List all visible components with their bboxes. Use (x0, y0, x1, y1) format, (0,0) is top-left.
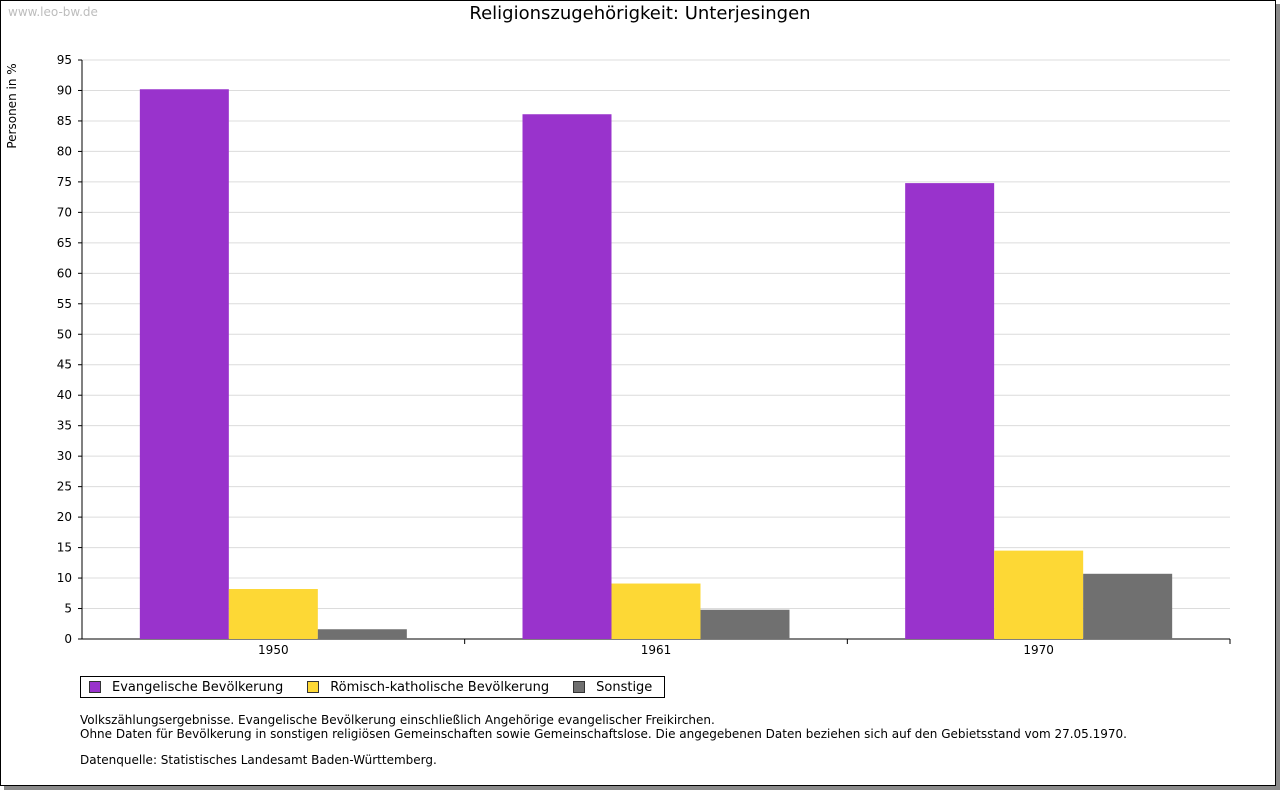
y-tick-label-95: 95 (57, 53, 72, 67)
note-line-2: Ohne Daten für Bevölkerung in sonstigen … (80, 727, 1127, 741)
y-tick-label-0: 0 (64, 632, 72, 646)
y-tick-label-35: 35 (57, 419, 72, 433)
y-tick-label-30: 30 (57, 449, 72, 463)
y-tick-label-85: 85 (57, 114, 72, 128)
bar-evangelische-bev-lkerung-1961 (522, 114, 612, 639)
legend: Evangelische Bevölkerung Römisch-katholi… (80, 676, 666, 698)
note-line-1: Volkszählungsergebnisse. Evangelische Be… (80, 713, 715, 727)
bar-evangelische-bev-lkerung-1970 (905, 183, 995, 639)
legend-item-evangelisch: Evangelische Bevölkerung (89, 680, 283, 695)
y-tick-label-20: 20 (57, 510, 72, 524)
chart-title: Religionszugehörigkeit: Unterjesingen (469, 3, 811, 24)
y-tick-label-10: 10 (57, 571, 72, 585)
bar-chart: 0 5 10 15 20 25 30 35 40 45 50 55 60 65 70 75 80 85 90 95 Pe… (5, 53, 1231, 657)
data-source: Datenquelle: Statistisches Landesamt Bad… (80, 753, 437, 767)
bar-r-misch-katholische-bev-lkerung-1961 (611, 583, 701, 639)
bar-sonstige-1950 (317, 629, 407, 639)
legend-swatch-katholisch (307, 681, 320, 693)
y-tick-label-60: 60 (57, 266, 72, 280)
legend-swatch-evangelisch (89, 681, 101, 693)
y-tick-label-80: 80 (57, 144, 72, 158)
bar-r-misch-katholische-bev-lkerung-1950 (228, 589, 318, 639)
legend-item-sonstige: Sonstige (573, 680, 652, 695)
chart-notes: Volkszählungsergebnisse. Evangelische Be… (80, 713, 1127, 767)
y-tick-label-50: 50 (57, 327, 72, 341)
y-tick-label-55: 55 (57, 297, 72, 311)
bar-evangelische-bev-lkerung-1950 (139, 89, 229, 639)
y-tick-label-65: 65 (57, 236, 72, 250)
legend-item-katholisch: Römisch-katholische Bevölkerung (307, 680, 549, 695)
watermark: www.leo-bw.de (8, 5, 98, 19)
legend-swatch-sonstige (573, 681, 586, 693)
bar-r-misch-katholische-bev-lkerung-1970 (994, 550, 1084, 639)
legend-label-sonstige: Sonstige (596, 679, 653, 695)
bar-sonstige-1961 (700, 609, 790, 639)
y-tick-label-5: 5 (64, 602, 72, 616)
x-tick-label-1961: 1961 (641, 643, 672, 657)
y-tick-label-15: 15 (57, 541, 72, 555)
x-tick-label-1950: 1950 (258, 643, 289, 657)
y-tick-label-90: 90 (57, 83, 72, 97)
y-axis-label: Personen in % (5, 63, 19, 148)
y-tick-label-25: 25 (57, 480, 72, 494)
y-tick-label-75: 75 (57, 175, 72, 189)
x-tick-label-1970: 1970 (1023, 643, 1054, 657)
bar-sonstige-1970 (1083, 573, 1173, 639)
legend-label-evangelisch: Evangelische Bevölkerung (112, 679, 284, 695)
y-tick-label-45: 45 (57, 358, 72, 372)
y-tick-label-40: 40 (57, 388, 72, 402)
legend-label-katholisch: Römisch-katholische Bevölkerung (330, 679, 550, 695)
y-tick-label-70: 70 (57, 205, 72, 219)
